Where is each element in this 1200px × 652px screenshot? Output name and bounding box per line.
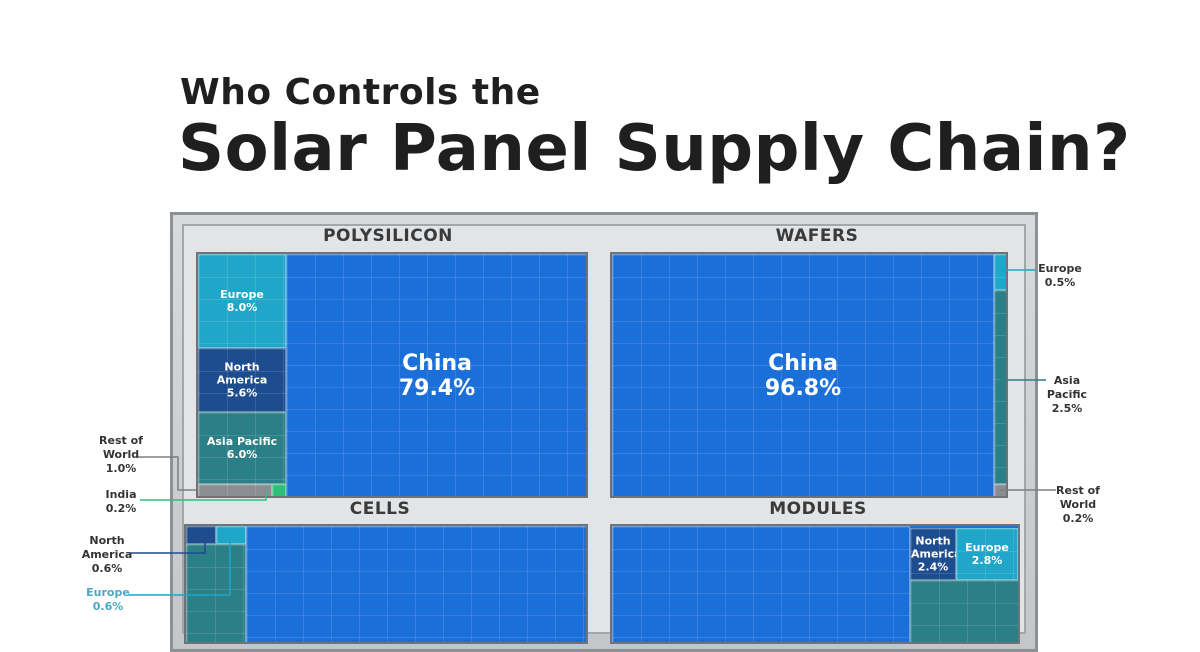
tile-label-value: 2.4%	[917, 560, 949, 574]
tile-cells-north-america	[186, 526, 216, 544]
tile-modules-europe: Europe 2.8%	[956, 528, 1018, 580]
callout-value: 2.5%	[1051, 402, 1083, 415]
callout-region-1: Rest of	[99, 434, 143, 447]
callout-value: 1.0%	[105, 462, 137, 475]
tile-label-region-2: America	[216, 373, 268, 387]
tile-polysilicon-asia-pacific: Asia Pacific 6.0%	[198, 412, 286, 484]
tile-wafers-china: China 96.8%	[612, 254, 994, 496]
callout-poly-rest-of-world: Rest of World 1.0%	[92, 434, 150, 476]
callout-wafers-asia-pacific: Asia Pacific 2.5%	[1042, 374, 1092, 416]
tile-label-region-1: North	[915, 534, 951, 548]
callout-wafers-rest-of-world: Rest of World 0.2%	[1050, 484, 1106, 526]
tile-polysilicon-north-america: North America 5.6%	[198, 348, 286, 412]
tile-label-value: 2.8%	[971, 554, 1003, 567]
callout-region-2: Pacific	[1046, 388, 1088, 401]
tile-label-value: 8.0%	[226, 301, 258, 314]
tile-label-region-1: North	[224, 360, 260, 374]
tile-cells-europe	[216, 526, 246, 544]
chart-title-line1: Who Controls the	[180, 72, 541, 113]
tile-label-region: Asia Pacific	[206, 435, 278, 448]
callout-region: Europe	[1038, 262, 1082, 275]
panel-title-modules: MODULES	[769, 499, 867, 519]
callout-poly-india: India 0.2%	[96, 488, 146, 516]
callout-cells-north-america: North America 0.6%	[78, 534, 136, 576]
tile-label-region: China	[768, 351, 838, 376]
tile-label-region-2: America	[911, 547, 962, 561]
callout-lines	[128, 269, 1056, 596]
callout-value: 0.2%	[105, 502, 137, 515]
tile-polysilicon-china: China 79.4%	[286, 254, 586, 496]
callout-value: 0.5%	[1044, 276, 1076, 289]
tile-cells-china	[246, 526, 586, 642]
tile-polysilicon-india	[272, 484, 286, 496]
callout-region-1: Asia	[1053, 374, 1081, 387]
tile-modules-north-america: North America 2.4%	[910, 528, 962, 580]
tile-modules-china	[612, 526, 910, 642]
tile-label-region: China	[402, 351, 472, 376]
treemap-polysilicon: China 79.4% Europe 8.0% North America 5.…	[196, 252, 588, 498]
tile-polysilicon-rest-of-world	[198, 484, 272, 496]
callout-region-2: America	[81, 548, 133, 561]
callout-line-poly-india	[140, 490, 267, 501]
panel-title-cells: CELLS	[349, 499, 411, 519]
callout-cells-europe: Europe 0.6%	[82, 586, 134, 614]
callout-region: Europe	[86, 586, 130, 599]
callout-region: India	[105, 488, 137, 501]
callout-value: 0.6%	[92, 600, 124, 613]
tile-label-value: 6.0%	[226, 448, 258, 461]
tile-wafers-asia-pacific	[994, 290, 1006, 484]
callout-region-1: North	[89, 534, 125, 547]
callout-region-2: World	[102, 448, 140, 461]
callout-line-cells-north-america	[130, 540, 206, 554]
tile-label-region: Europe	[220, 288, 264, 301]
tile-label-value: 96.8%	[764, 376, 842, 401]
tile-cells-lower-left	[186, 544, 246, 642]
panel-title-wafers: WAFERS	[775, 226, 859, 246]
tile-label-value: 5.6%	[226, 386, 258, 400]
callout-value: 0.2%	[1062, 512, 1094, 525]
treemap-wafers: China 96.8%	[610, 252, 1008, 498]
callout-region-2: World	[1059, 498, 1097, 511]
tile-label-region: Europe	[965, 541, 1009, 554]
callout-line-cells-europe	[128, 540, 231, 596]
callout-value: 0.6%	[91, 562, 123, 575]
callout-line-poly-rest-of-world	[138, 456, 196, 491]
tile-polysilicon-europe: Europe 8.0%	[198, 254, 286, 348]
tile-label-value: 79.4%	[398, 376, 476, 401]
treemap-cells	[184, 524, 588, 644]
treemap-modules: North America 2.4% Europe 2.8%	[610, 524, 1020, 644]
panel-title-polysilicon: POLYSILICON	[323, 226, 453, 246]
chart-title-line2: Solar Panel Supply Chain?	[178, 112, 1131, 186]
tile-wafers-europe	[994, 254, 1006, 290]
callout-wafers-europe: Europe 0.5%	[1034, 262, 1086, 290]
callout-region-1: Rest of	[1056, 484, 1100, 497]
